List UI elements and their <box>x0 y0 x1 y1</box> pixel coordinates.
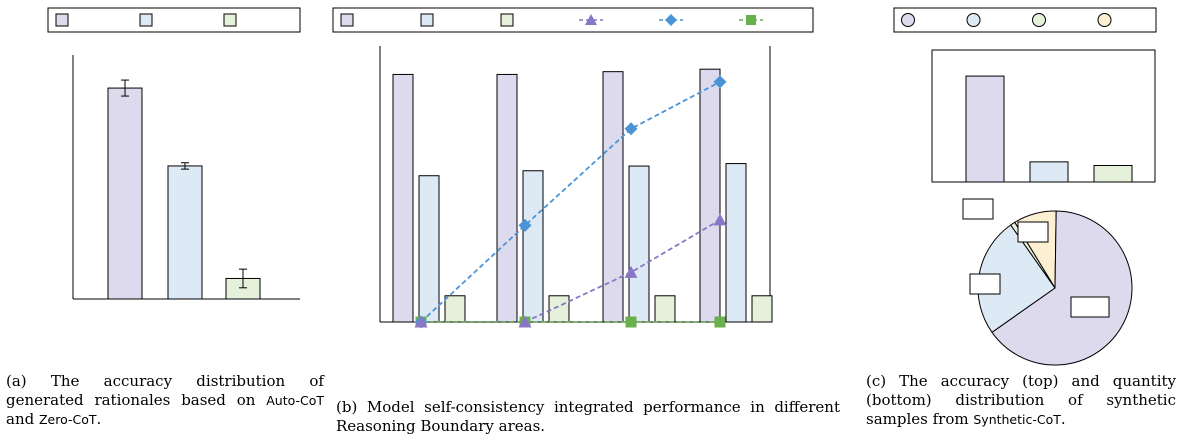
chart-c <box>893 7 1157 366</box>
caption-c: (c) The accuracy (top) and quantity (bot… <box>866 372 1176 429</box>
c-pie-label-box <box>1070 296 1110 318</box>
b-bar <box>496 73 518 323</box>
c-pie-slice <box>991 210 1133 366</box>
caption-a-mono2: Zero-CoT <box>38 412 97 427</box>
b-legend-swatch <box>340 13 354 27</box>
a-bar <box>107 87 143 300</box>
c-bar <box>965 75 1005 183</box>
b-legend-swatch <box>420 13 434 27</box>
a-legend-swatch <box>55 13 69 27</box>
b-legend-marker <box>665 14 677 26</box>
b-bar <box>751 295 773 323</box>
b-line-marker <box>414 315 428 328</box>
a-legend-swatch <box>139 13 153 27</box>
b-line-series <box>420 81 721 323</box>
caption-b: (b) Model self-consistency integrated pe… <box>336 398 840 436</box>
a-legend-box <box>47 7 301 33</box>
b-bar <box>548 295 570 323</box>
panel-c: (c) The accuracy (top) and quantity (bot… <box>850 0 1185 447</box>
b-line-marker <box>714 316 726 328</box>
c-pie-label-box <box>962 198 994 220</box>
caption-a-text: (a) The accuracy distribution of generat… <box>6 372 324 409</box>
c-pie-label-box <box>1017 221 1049 243</box>
chart-b <box>332 7 814 329</box>
b-legend-marker <box>585 14 597 25</box>
b-line-marker <box>713 213 727 226</box>
b-line-marker <box>518 315 532 328</box>
caption-c-end: . <box>1060 410 1066 428</box>
b-line-marker <box>624 122 638 136</box>
b-bar <box>725 163 747 323</box>
c-legend-box <box>893 7 1157 33</box>
b-line-marker <box>625 316 637 328</box>
c-bar <box>1093 165 1133 183</box>
caption-a: (a) The accuracy distribution of generat… <box>6 372 324 429</box>
b-bar <box>418 175 440 323</box>
c-bar <box>1029 161 1069 183</box>
caption-b-text: (b) Model self-consistency integrated pe… <box>336 398 840 435</box>
panel-b: (b) Model self-consistency integrated pe… <box>330 0 850 447</box>
b-bar <box>628 165 650 323</box>
caption-a-mid: and <box>6 410 39 428</box>
caption-c-text: (c) The accuracy (top) and quantity (bot… <box>866 372 1176 428</box>
caption-a-mono1: Auto-CoT <box>266 393 324 408</box>
a-legend-swatch <box>223 13 237 27</box>
chart-a <box>47 7 301 300</box>
b-legend-swatch <box>500 13 514 27</box>
panel-a: (a) The accuracy distribution of generat… <box>0 0 330 447</box>
b-bar <box>654 295 676 323</box>
b-bar <box>392 73 414 323</box>
b-line-marker <box>713 75 727 89</box>
c-legend-swatch <box>966 13 981 27</box>
caption-a-end: . <box>96 410 102 428</box>
c-pie-label-box <box>969 273 1001 295</box>
b-bar <box>522 170 544 323</box>
c-legend-swatch <box>901 13 915 27</box>
b-bar <box>699 68 721 323</box>
c-legend-swatch <box>1032 13 1046 27</box>
b-line-marker <box>624 265 638 278</box>
b-bar <box>444 295 466 323</box>
b-legend-box <box>332 7 814 33</box>
b-legend-marker <box>746 15 756 25</box>
a-bar <box>167 165 203 300</box>
c-legend-swatch <box>1097 13 1112 27</box>
b-line-marker <box>518 218 532 232</box>
caption-c-mono1: Synthetic-CoT <box>973 412 1061 427</box>
